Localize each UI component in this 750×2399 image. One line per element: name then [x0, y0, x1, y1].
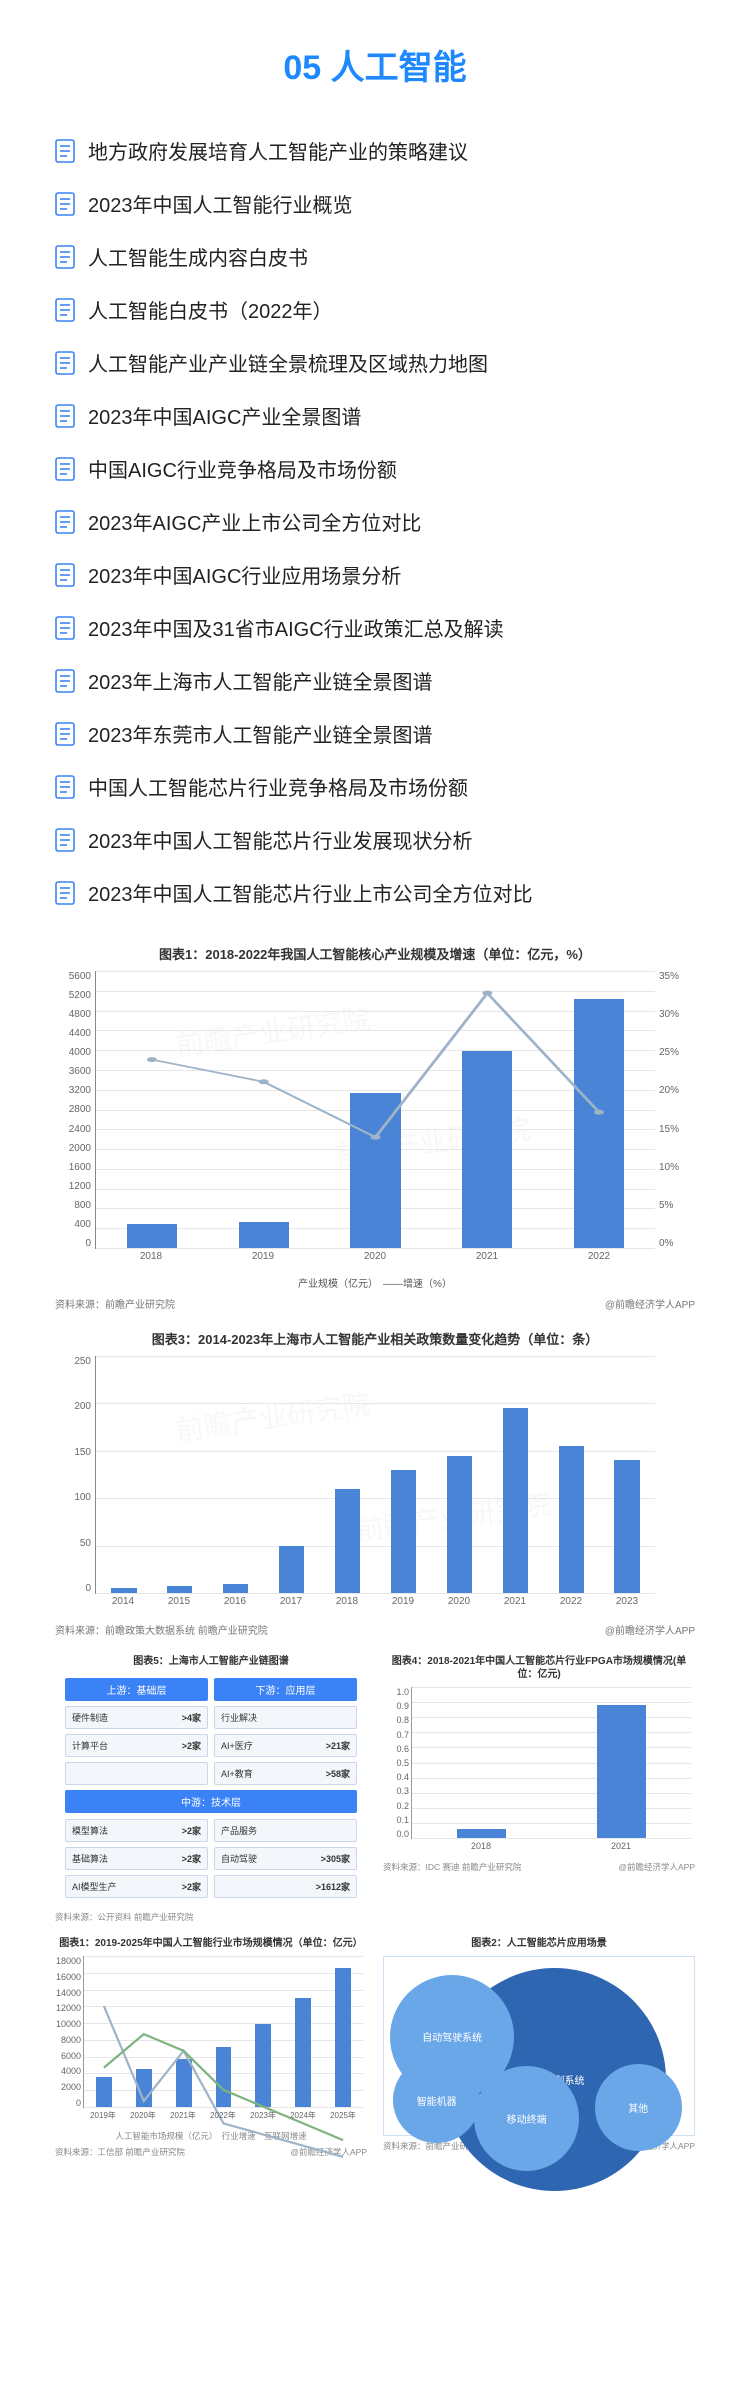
chart-5: 图表5：上海市人工智能产业链图谱 上游：基础层下游：应用层硬件制造>4家行业解决…	[55, 1655, 367, 1923]
row-panels-2: 图表1：2019-2025年中国人工智能行业市场规模情况（单位：亿元） 1800…	[0, 1937, 750, 2188]
article-title: 2023年中国人工智能行业概览	[88, 189, 353, 218]
article-title: 2023年东莞市人工智能产业链全景图谱	[88, 719, 433, 748]
doc-icon	[55, 669, 75, 693]
article-row[interactable]: 2023年东莞市人工智能产业链全景图谱	[55, 707, 695, 760]
chart3-title: 图表3：2014-2023年上海市人工智能产业相关政策数量变化趋势（单位：条）	[55, 1329, 695, 1348]
doc-icon	[55, 351, 75, 375]
chart4-title: 图表4：2018-2021年中国人工智能芯片行业FPGA市场规模情况(单位：亿元…	[383, 1655, 695, 1681]
article-row[interactable]: 人工智能生成内容白皮书	[55, 230, 695, 283]
doc-icon	[55, 510, 75, 534]
chartb1-title: 图表1：2019-2025年中国人工智能行业市场规模情况（单位：亿元）	[55, 1937, 367, 1950]
chart1-source-left: 资料来源：前瞻产业研究院	[55, 1296, 175, 1311]
row-panels-1: 图表5：上海市人工智能产业链图谱 上游：基础层下游：应用层硬件制造>4家行业解决…	[0, 1655, 750, 1937]
chart-4: 图表4：2018-2021年中国人工智能芯片行业FPGA市场规模情况(单位：亿元…	[383, 1655, 695, 1923]
article-row[interactable]: 2023年中国人工智能芯片行业上市公司全方位对比	[55, 866, 695, 919]
article-row[interactable]: 地方政府发展培育人工智能产业的策略建议	[55, 124, 695, 177]
chart4-source-left: 资料来源：IDC 赛迪 前瞻产业研究院	[383, 1861, 521, 1873]
article-row[interactable]: 2023年AIGC产业上市公司全方位对比	[55, 495, 695, 548]
doc-icon	[55, 616, 75, 640]
article-row[interactable]: 中国人工智能芯片行业竞争格局及市场份额	[55, 760, 695, 813]
title-block: 05 人工智能	[0, 0, 750, 114]
doc-icon	[55, 139, 75, 163]
article-title: 2023年中国人工智能芯片行业发展现状分析	[88, 825, 473, 854]
article-title: 2023年上海市人工智能产业链全景图谱	[88, 666, 433, 695]
chart3-source-right: @前瞻经济学人APP	[605, 1622, 695, 1637]
article-title: 中国人工智能芯片行业竞争格局及市场份额	[88, 772, 468, 801]
article-row[interactable]: 人工智能白皮书（2022年）	[55, 283, 695, 336]
article-title: 2023年中国及31省市AIGC行业政策汇总及解读	[88, 613, 504, 642]
chart1-title: 图表1：2018-2022年我国人工智能核心产业规模及增速（单位：亿元，%）	[55, 944, 695, 963]
article-row[interactable]: 中国AIGC行业竞争格局及市场份额	[55, 442, 695, 495]
article-title: 2023年AIGC产业上市公司全方位对比	[88, 507, 421, 536]
article-row[interactable]: 2023年中国AIGC行业应用场景分析	[55, 548, 695, 601]
doc-icon	[55, 828, 75, 852]
article-row[interactable]: 2023年中国及31省市AIGC行业政策汇总及解读	[55, 601, 695, 654]
article-row[interactable]: 人工智能产业产业链全景梳理及区域热力地图	[55, 336, 695, 389]
doc-icon	[55, 563, 75, 587]
chart1-source-right: @前瞻经济学人APP	[605, 1296, 695, 1311]
chart5-source-left: 资料来源：公开资料 前瞻产业研究院	[55, 1911, 193, 1923]
article-row[interactable]: 2023年上海市人工智能产业链全景图谱	[55, 654, 695, 707]
chart-2: 图表2：人工智能芯片应用场景 智能识别系统自动驾驶系统智能机器移动终端其他 资料…	[383, 1937, 695, 2158]
chart5-title: 图表5：上海市人工智能产业链图谱	[55, 1655, 367, 1668]
doc-icon	[55, 722, 75, 746]
chart4-plot: 1.00.90.80.70.60.50.40.30.20.10.02018202…	[383, 1687, 695, 1857]
chart1-source: 资料来源：前瞻产业研究院 @前瞻经济学人APP	[55, 1296, 695, 1311]
article-title: 中国AIGC行业竞争格局及市场份额	[88, 454, 397, 483]
article-row[interactable]: 2023年中国AIGC产业全景图谱	[55, 389, 695, 442]
article-title: 地方政府发展培育人工智能产业的策略建议	[88, 136, 468, 165]
chart1-legend: 产业规模（亿元） ——增速（%）	[55, 1275, 695, 1290]
chart-1: 图表1：2018-2022年我国人工智能核心产业规模及增速（单位：亿元，%） 前…	[0, 944, 750, 1329]
article-row[interactable]: 2023年中国人工智能行业概览	[55, 177, 695, 230]
chart-b1: 图表1：2019-2025年中国人工智能行业市场规模情况（单位：亿元） 1800…	[55, 1937, 367, 2158]
article-title: 2023年中国AIGC产业全景图谱	[88, 401, 361, 430]
article-list: 地方政府发展培育人工智能产业的策略建议 2023年中国人工智能行业概览 人工智能…	[0, 114, 750, 944]
article-row[interactable]: 2023年中国人工智能芯片行业发展现状分析	[55, 813, 695, 866]
article-title: 2023年中国人工智能芯片行业上市公司全方位对比	[88, 878, 533, 907]
chart4-source-right: @前瞻经济学人APP	[618, 1861, 695, 1873]
chart3-source-left: 资料来源：前瞻政策大数据系统 前瞻产业研究院	[55, 1622, 268, 1637]
doc-icon	[55, 457, 75, 481]
doc-icon	[55, 245, 75, 269]
chart3-plot: 前瞻产业研究院 前瞻产业研究院 250200150100500201420152…	[55, 1356, 695, 1616]
doc-icon	[55, 404, 75, 428]
article-title: 人工智能白皮书（2022年）	[88, 295, 333, 324]
page: 05 人工智能 地方政府发展培育人工智能产业的策略建议 2023年中国人工智能行…	[0, 0, 750, 2188]
article-title: 人工智能生成内容白皮书	[88, 242, 308, 271]
chartb1-plot: 1800016000140001200010000800060004000200…	[55, 1956, 367, 2126]
doc-icon	[55, 192, 75, 216]
page-title: 05 人工智能	[0, 40, 750, 89]
doc-icon	[55, 881, 75, 905]
chart1-plot: 前瞻产业研究院 前瞻产业研究院 560052004800440040003600…	[55, 971, 695, 1271]
article-title: 2023年中国AIGC行业应用场景分析	[88, 560, 401, 589]
doc-icon	[55, 775, 75, 799]
chart5-body: 上游：基础层下游：应用层硬件制造>4家行业解决计算平台>2家AI+医疗>21家A…	[55, 1674, 367, 1907]
chart2-title: 图表2：人工智能芯片应用场景	[383, 1937, 695, 1950]
chart2-plot: 智能识别系统自动驾驶系统智能机器移动终端其他	[383, 1956, 695, 2136]
chart3-source: 资料来源：前瞻政策大数据系统 前瞻产业研究院 @前瞻经济学人APP	[55, 1622, 695, 1637]
doc-icon	[55, 298, 75, 322]
chart-3: 图表3：2014-2023年上海市人工智能产业相关政策数量变化趋势（单位：条） …	[0, 1329, 750, 1655]
article-title: 人工智能产业产业链全景梳理及区域热力地图	[88, 348, 488, 377]
